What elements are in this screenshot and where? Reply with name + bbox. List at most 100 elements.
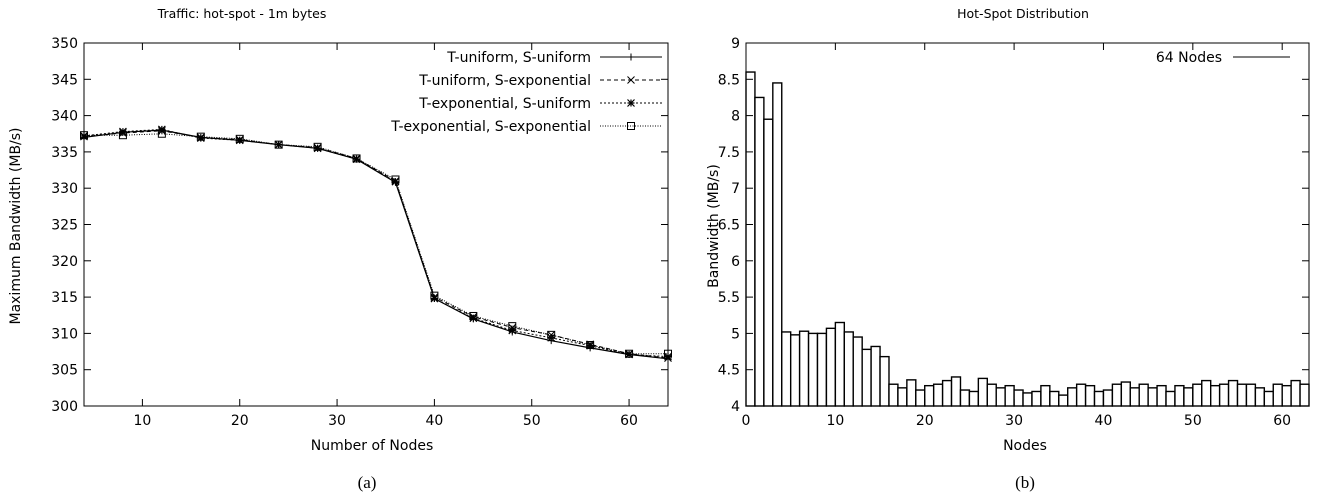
chart-a-point [625, 349, 634, 358]
chart-a-ytick-label: 345 [51, 72, 78, 88]
chart-a-point [196, 132, 205, 141]
chart-a-point [80, 132, 88, 140]
chart-a-legend-marker [627, 122, 635, 130]
chart-a-point [274, 140, 283, 149]
chart-a-caption: (a) [358, 473, 377, 492]
chart-a-ytick-label: 335 [51, 145, 78, 161]
chart-b-bar [1120, 381, 1131, 407]
chart-b-ytick-label: 4.5 [718, 363, 740, 379]
chart-a-series-line-1 [83, 129, 669, 360]
chart-b-bar [745, 71, 756, 407]
chart-a-xtick-label: 30 [328, 413, 346, 429]
chart-b-bar [1138, 383, 1149, 407]
chart-b-xtick-label: 0 [742, 413, 751, 429]
chart-b-bar [852, 336, 863, 407]
chart-b-ytick-label: 8.5 [718, 72, 740, 88]
chart-b-bar [1075, 383, 1087, 407]
chart-a-point [118, 131, 127, 140]
chart-b-bar [789, 334, 801, 407]
chart-a-legend-marker [627, 76, 635, 84]
chart-a-legend-label: T-uniform, S-uniform [446, 50, 591, 66]
chart-a-point [547, 330, 556, 339]
chart-a-point [196, 134, 205, 143]
chart-b-bar [1209, 384, 1221, 407]
chart-a-point [547, 333, 556, 342]
chart-a-point [430, 291, 439, 300]
chart-a-legend-marker [627, 99, 635, 107]
chart-b-ytick-label: 7.5 [718, 145, 740, 161]
chart-b-bar [950, 376, 962, 407]
chart-b-bar [906, 379, 917, 407]
chart-b-bar [1084, 384, 1096, 407]
chart-b-ytick-label: 9 [731, 36, 740, 52]
chart-b-bar [1165, 390, 1176, 407]
chart-b-bar [1022, 392, 1033, 407]
chart-a-legend-label: T-exponential, S-uniform [418, 96, 591, 112]
chart-b-bar [1183, 387, 1194, 407]
chart-b-bar [1067, 387, 1078, 407]
chart-b-xtick-label: 40 [1095, 413, 1113, 429]
chart-b-bar [1245, 383, 1257, 407]
chart-b-bar [986, 383, 997, 407]
chart-a-xtick-label: 40 [425, 413, 443, 429]
chart-b-bar [1299, 383, 1310, 407]
chart-a-series-line-3 [83, 128, 669, 358]
chart-b-bar [1093, 390, 1105, 407]
chart-b-bar [1147, 387, 1158, 407]
chart-b-bar [1058, 394, 1069, 407]
chart-a-series-line-4 [84, 133, 668, 355]
chart-a-legend-label: T-uniform, S-exponential [418, 73, 591, 89]
chart-b-bar [897, 387, 908, 407]
chart-b-bar [1227, 379, 1239, 407]
chart-b-bar [915, 389, 926, 407]
chart-b-bar [959, 389, 971, 407]
chart-b-plot-area: 4 4.5 5 5.5 6 6.5 7 7.5 8 8.5 9 0 10 20 30 40 50 60 64 Nod… [718, 36, 1310, 429]
chart-a-point [586, 341, 595, 350]
chart-a-point [352, 154, 361, 163]
chart-b-ytick-label: 6 [731, 254, 740, 270]
chart-b-bar [772, 82, 783, 407]
chart-a-point [664, 352, 672, 361]
chart-b-bar [1281, 384, 1292, 407]
chart-b-bar [941, 379, 953, 407]
chart-b-bar [1102, 389, 1114, 407]
chart-b-bar [1254, 387, 1266, 407]
chart-a-ytick-label: 320 [51, 254, 78, 270]
chart-b-bar [870, 345, 881, 407]
chart-b-bar [1129, 387, 1140, 407]
chart-b-bar [1263, 390, 1274, 407]
chart-a-point [586, 341, 595, 350]
chart-a-xtick-label: 50 [523, 413, 541, 429]
chart-a-point [157, 129, 166, 138]
chart-b-bar [843, 331, 854, 407]
chart-b-bar [1201, 379, 1212, 407]
chart-b-bar [825, 327, 837, 407]
chart-b-ytick-label: 5 [731, 326, 740, 342]
chart-b-bar [1236, 383, 1248, 407]
chart-b-ytick-label: 7 [731, 181, 740, 197]
chart-a-ytick-label: 305 [51, 363, 78, 379]
chart-a-point [430, 294, 439, 303]
chart-b-bar [1174, 384, 1185, 407]
chart-a-point [313, 144, 322, 153]
chart-b-bar [763, 118, 774, 407]
chart-b-bar [1218, 383, 1230, 407]
chart-b: Hot-Spot Distribution Bandwidth (MB/s) N… [706, 6, 1310, 492]
chart-a-series-line-2 [83, 130, 669, 359]
chart-a-xlabel: Number of Nodes [311, 438, 433, 454]
chart-b-legend-label: 64 Nodes [1156, 50, 1222, 66]
chart-b-bar [1156, 384, 1167, 407]
chart-b-title: Hot-Spot Distribution [957, 6, 1089, 21]
chart-a-point [352, 155, 361, 164]
chart-b-bar [879, 355, 890, 407]
chart-a-ytick-label: 315 [51, 290, 78, 306]
chart-a-legend-label: T-exponential, S-exponential [390, 119, 591, 135]
chart-a-point [313, 142, 322, 151]
chart-a-point [80, 131, 88, 140]
chart-b-bar [977, 377, 988, 407]
chart-a: Traffic: hot-spot - 1m bytes Maximum Ban… [8, 6, 672, 492]
chart-a-legend-marker [627, 53, 635, 61]
chart-b-bar [1049, 390, 1060, 407]
chart-a-point [508, 326, 517, 335]
